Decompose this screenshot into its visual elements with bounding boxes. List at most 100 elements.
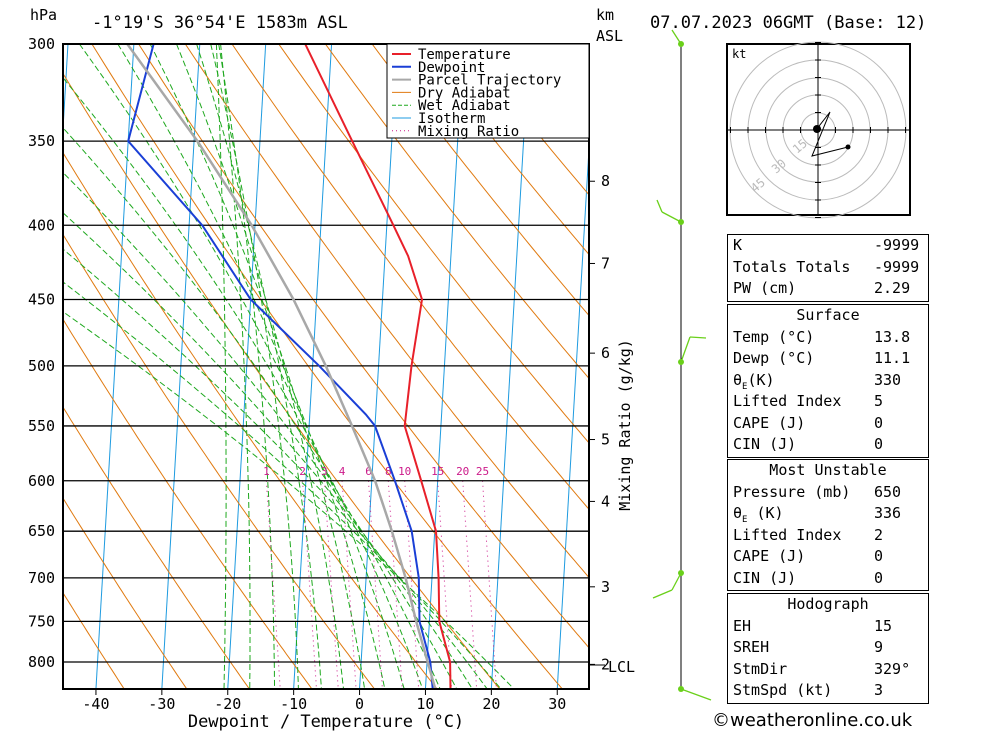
mixing-ratio-label: 1	[263, 465, 270, 478]
temp-tick-label: 20	[482, 695, 500, 713]
mixing-ratio-line	[323, 480, 339, 689]
legend-label: Dewpoint	[418, 60, 485, 76]
mu-cape-label: CAPE (J)	[733, 547, 806, 565]
hodo-title: Hodograph	[787, 595, 869, 613]
pw-row: PW (cm) 2.29	[728, 278, 928, 300]
stmspd-row: StmSpd (kt) 3	[728, 680, 928, 702]
mixing-ratio-line	[302, 480, 318, 689]
surface-cape-row: CAPE (J) 0	[728, 413, 928, 435]
km-tick-label: 2	[601, 655, 610, 673]
most-unstable-panel: Most Unstable Pressure (mb) 650 θE (K) 336…	[727, 459, 929, 591]
temp-tick-label: -20	[214, 695, 241, 713]
surface-li-label: Lifted Index	[733, 392, 842, 410]
dry-adiabat-line	[278, 44, 589, 444]
hodograph-trace	[811, 111, 849, 157]
surface-thetae-label: θE(K)	[733, 370, 775, 392]
surface-li-value: 5	[874, 392, 884, 410]
surface-temp-label: Temp (°C)	[733, 327, 815, 346]
wet-adiabat-line	[210, 44, 299, 689]
wind-barb	[652, 589, 673, 599]
hodograph-kt-label: kt	[732, 47, 746, 61]
mixing-ratio-line	[387, 480, 403, 689]
surface-cape-value: 0	[874, 413, 884, 432]
mixing-ratio-line	[265, 480, 281, 689]
temp-tick-label: 0	[355, 695, 364, 713]
mixing-ratio-label: 20	[456, 465, 469, 478]
stmspd-value: 3	[874, 681, 884, 699]
pressure-tick-label: 700	[28, 569, 55, 587]
wind-barb	[689, 336, 707, 339]
pressure-tick-label: 550	[28, 417, 55, 435]
storm-motion-dot	[813, 125, 821, 133]
legend-label: Mixing Ratio	[418, 124, 519, 140]
sreh-row: SREH 9	[728, 637, 928, 659]
mu-cape-row: CAPE (J) 0	[728, 546, 928, 568]
mixing-ratio-line	[341, 480, 357, 689]
k-index-value: -9999	[874, 236, 920, 254]
surface-thetae-row: θE(K) 330	[728, 370, 928, 392]
datetime-title: 07.07.2023 06GMT (Base: 12)	[650, 13, 926, 33]
pw-value: 2.29	[874, 279, 911, 297]
surface-cin-row: CIN (J) 0	[728, 434, 928, 456]
pressure-tick-label: 500	[28, 357, 55, 375]
isotherm-line	[490, 44, 530, 689]
mu-thetae-row: θE (K) 336	[728, 503, 928, 525]
surface-cin-value: 0	[874, 435, 884, 453]
eh-value: 15	[874, 616, 893, 635]
pressure-tick-label: 600	[28, 472, 55, 490]
totals-row: Totals Totals -9999	[728, 257, 928, 279]
isotherm-line	[0, 44, 2, 693]
km-label: km	[596, 6, 614, 24]
wet-adiabat-line	[63, 212, 473, 689]
mu-cin-label: CIN (J)	[733, 568, 797, 587]
isotherm-line	[95, 44, 135, 689]
temp-tick-label: -30	[148, 695, 175, 713]
mu-cin-row: CIN (J) 0	[728, 568, 928, 590]
dry-adiabat-line	[371, 44, 589, 317]
x-axis-label: Dewpoint / Temperature (°C)	[188, 712, 464, 732]
km-tick-label: 8	[601, 172, 610, 190]
surface-li-row: Lifted Index 5	[728, 391, 928, 413]
series-parcel-trajectory	[126, 44, 437, 689]
legend-label: Parcel Trajectory	[418, 73, 561, 89]
surface-dewp-value: 11.1	[874, 349, 911, 367]
surface-thetae-value: 330	[874, 370, 902, 389]
stmdir-value: 329°	[874, 659, 911, 678]
pressure-tick-label: 650	[28, 522, 55, 540]
surface-panel: Surface Temp (°C) 13.8 Dewp (°C) 11.1 θE(K…	[727, 304, 929, 458]
km-tick-label: 3	[601, 578, 610, 596]
mixing-ratio-line	[368, 480, 383, 689]
wind-barb	[680, 688, 712, 701]
mu-li-row: Lifted Index 2	[728, 525, 928, 547]
wet-adiabat-line	[78, 44, 405, 689]
mu-li-label: Lifted Index	[733, 525, 842, 544]
isotherm-line	[293, 44, 333, 689]
temp-tick-label: -10	[280, 695, 307, 713]
legend-label: Wet Adiabat	[418, 98, 511, 114]
pressure-tick-label: 750	[28, 612, 55, 630]
stmdir-label: StmDir	[733, 659, 788, 678]
pressure-tick-label: 300	[28, 35, 55, 53]
wind-barb	[661, 211, 682, 223]
copyright: ©weatheronline.co.uk	[712, 710, 913, 731]
mu-thetae-value: 336	[874, 504, 902, 522]
dry-adiabat-line	[0, 44, 1, 693]
mixing-ratio-label: 6	[365, 465, 372, 478]
mu-li-value: 2	[874, 525, 884, 544]
temp-tick-label: 30	[548, 695, 566, 713]
surface-title: Surface	[796, 306, 860, 324]
k-index-label: K	[733, 236, 743, 254]
surface-cape-label: CAPE (J)	[733, 413, 806, 432]
dry-adiabat-line	[231, 44, 589, 511]
asl-label: ASL	[596, 27, 623, 45]
surface-temp-row: Temp (°C) 13.8	[728, 327, 928, 349]
mixing-ratio-label: 25	[476, 465, 489, 478]
sreh-label: SREH	[733, 638, 770, 656]
mixing-ratio-label: 8	[385, 465, 392, 478]
indices-panel: K -9999 Totals Totals -9999 PW (cm) 2.29	[727, 234, 929, 302]
legend-label: Isotherm	[418, 111, 485, 127]
temp-tick-label: -40	[82, 695, 109, 713]
mixing-ratio-axis-label: Mixing Ratio (g/kg)	[616, 339, 634, 511]
pressure-tick-label: 450	[28, 290, 55, 308]
